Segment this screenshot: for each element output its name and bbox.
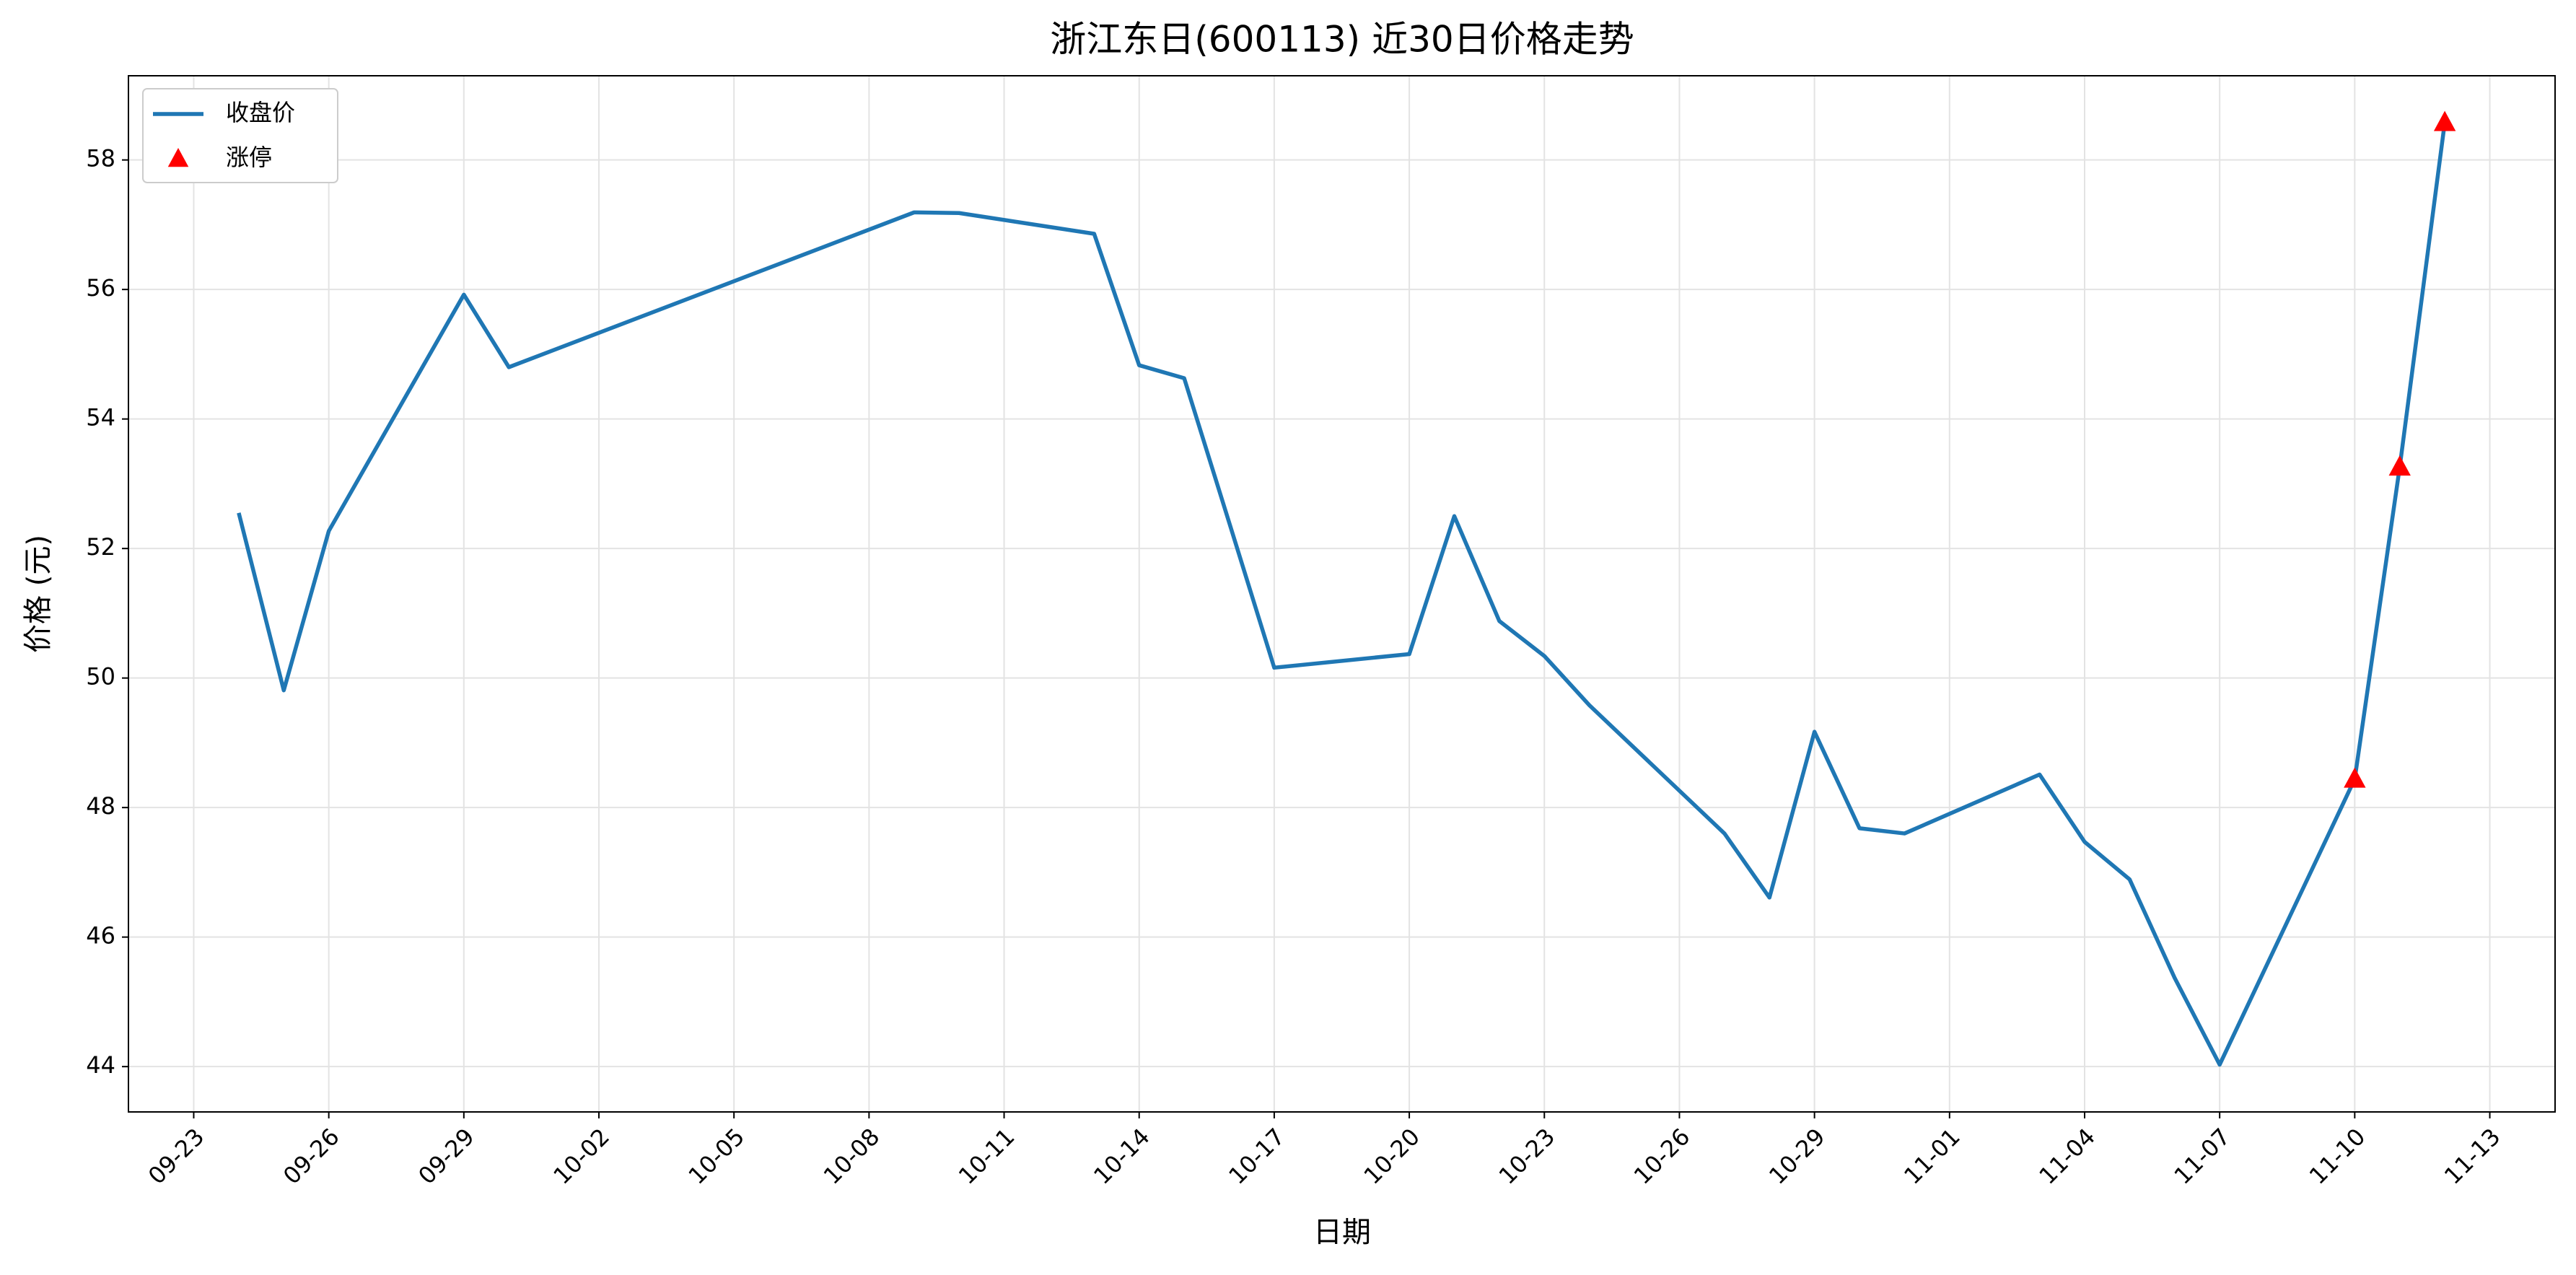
- x-tick-label: 10-20: [1358, 1123, 1425, 1190]
- x-tick-label: 10-08: [818, 1123, 885, 1190]
- price-line: [237, 122, 2447, 1067]
- y-tick-label: 48: [86, 792, 115, 820]
- x-tick-label: 10-29: [1764, 1123, 1831, 1190]
- x-tick-label: 11-04: [2033, 1123, 2100, 1190]
- limit-up-marker: [2388, 455, 2411, 476]
- limit-up-marker: [2433, 110, 2456, 131]
- x-tick-label: 10-26: [1629, 1123, 1696, 1190]
- plot-frame: [128, 75, 2556, 1113]
- limit-up-marker: [2344, 767, 2366, 788]
- x-tick-label: 10-23: [1494, 1123, 1561, 1190]
- y-tick-label: 50: [86, 663, 115, 691]
- x-axis-label: 日期: [1313, 1216, 1371, 1249]
- x-tick-label: 10-11: [953, 1123, 1020, 1190]
- y-tick-label: 44: [86, 1051, 115, 1079]
- x-tick-label: 10-17: [1223, 1123, 1290, 1190]
- legend-label: 涨停: [226, 144, 272, 171]
- y-tick-label: 58: [86, 145, 115, 172]
- legend-label: 收盘价: [226, 99, 295, 126]
- x-tick-label: 10-02: [548, 1123, 615, 1190]
- x-tick-label: 09-29: [413, 1123, 480, 1190]
- y-axis-label: 价格 (元): [22, 535, 55, 653]
- x-tick-label: 11-13: [2439, 1123, 2506, 1190]
- x-tick-label: 10-14: [1088, 1123, 1155, 1190]
- x-tick-label: 11-10: [2304, 1123, 2371, 1190]
- x-tick-label: 10-05: [683, 1123, 750, 1190]
- x-tick-label: 09-26: [278, 1123, 345, 1190]
- y-tick-label: 52: [86, 533, 115, 561]
- y-tick-label: 54: [86, 404, 115, 431]
- x-tick-label: 11-01: [1898, 1123, 1966, 1190]
- x-tick-label: 11-07: [2169, 1123, 2236, 1190]
- chart-title: 浙江东日(600113) 近30日价格走势: [1050, 19, 1634, 61]
- x-tick-label: 09-23: [143, 1123, 210, 1190]
- y-tick-label: 46: [86, 922, 115, 950]
- legend-marker: [167, 148, 189, 167]
- y-tick-label: 56: [86, 274, 115, 302]
